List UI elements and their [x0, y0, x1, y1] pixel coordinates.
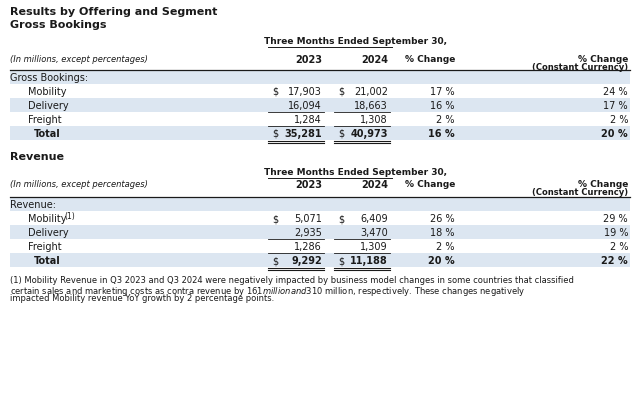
Text: 3,470: 3,470: [360, 228, 388, 238]
Text: Three Months Ended September 30,: Three Months Ended September 30,: [264, 168, 447, 177]
Text: 20 %: 20 %: [428, 256, 455, 266]
Text: 22 %: 22 %: [602, 256, 628, 266]
Text: 2,935: 2,935: [294, 228, 322, 238]
Bar: [10, 98, 630, 112]
Text: Freight: Freight: [28, 115, 61, 125]
Text: 17 %: 17 %: [430, 87, 455, 97]
Text: 16 %: 16 %: [431, 101, 455, 111]
Bar: [10, 70, 630, 84]
Text: 9,292: 9,292: [291, 256, 322, 266]
Text: 18 %: 18 %: [431, 228, 455, 238]
Text: Freight: Freight: [28, 242, 61, 252]
Text: 1,284: 1,284: [294, 115, 322, 125]
Text: (Constant Currency): (Constant Currency): [532, 188, 628, 197]
Text: 16 %: 16 %: [428, 129, 455, 139]
Text: 20 %: 20 %: [602, 129, 628, 139]
Text: $: $: [338, 214, 344, 224]
Text: $: $: [338, 87, 344, 97]
Text: 35,281: 35,281: [284, 129, 322, 139]
Bar: [10, 211, 630, 225]
Bar: [10, 112, 630, 126]
Text: 1,309: 1,309: [360, 242, 388, 252]
Text: $: $: [338, 129, 344, 139]
Text: 2 %: 2 %: [609, 115, 628, 125]
Text: Results by Offering and Segment: Results by Offering and Segment: [10, 7, 218, 17]
Text: 2 %: 2 %: [436, 115, 455, 125]
Text: (In millions, except percentages): (In millions, except percentages): [10, 180, 148, 189]
Text: 2024: 2024: [361, 180, 388, 190]
Text: % Change: % Change: [404, 180, 455, 189]
Bar: [10, 126, 630, 140]
Text: (Constant Currency): (Constant Currency): [532, 63, 628, 72]
Text: 1,286: 1,286: [294, 242, 322, 252]
Text: 18,663: 18,663: [355, 101, 388, 111]
Text: 17,903: 17,903: [288, 87, 322, 97]
Text: Revenue: Revenue: [10, 152, 64, 162]
Text: (1) Mobility Revenue in Q3 2023 and Q3 2024 were negatively impacted by business: (1) Mobility Revenue in Q3 2023 and Q3 2…: [10, 276, 574, 285]
Text: $: $: [272, 214, 278, 224]
Text: % Change: % Change: [578, 55, 628, 64]
Text: 2 %: 2 %: [436, 242, 455, 252]
Text: Delivery: Delivery: [28, 101, 68, 111]
Text: 2023: 2023: [295, 55, 322, 65]
Text: 29 %: 29 %: [604, 214, 628, 224]
Text: 2 %: 2 %: [609, 242, 628, 252]
Text: certain sales and marketing costs as contra revenue by $161 million and $310 mil: certain sales and marketing costs as con…: [10, 285, 525, 298]
Text: 5,071: 5,071: [294, 214, 322, 224]
Text: 17 %: 17 %: [604, 101, 628, 111]
Text: 11,188: 11,188: [350, 256, 388, 266]
Text: 24 %: 24 %: [604, 87, 628, 97]
Text: 2023: 2023: [295, 180, 322, 190]
Text: % Change: % Change: [578, 180, 628, 189]
Text: Gross Bookings: Gross Bookings: [10, 20, 106, 30]
Text: $: $: [272, 256, 278, 266]
Text: Gross Bookings:: Gross Bookings:: [10, 73, 88, 83]
Text: Delivery: Delivery: [28, 228, 68, 238]
Text: $: $: [272, 129, 278, 139]
Text: 1,308: 1,308: [360, 115, 388, 125]
Text: Three Months Ended September 30,: Three Months Ended September 30,: [264, 37, 447, 46]
Text: 2024: 2024: [361, 55, 388, 65]
Text: Total: Total: [34, 129, 61, 139]
Text: (In millions, except percentages): (In millions, except percentages): [10, 55, 148, 64]
Text: Revenue:: Revenue:: [10, 200, 56, 210]
Bar: [10, 239, 630, 253]
Text: Total: Total: [34, 256, 61, 266]
Text: Mobility: Mobility: [28, 214, 67, 224]
Text: % Change: % Change: [404, 55, 455, 64]
Text: 40,973: 40,973: [351, 129, 388, 139]
Text: impacted Mobility revenue YoY growth by 2 percentage points.: impacted Mobility revenue YoY growth by …: [10, 294, 275, 303]
Bar: [10, 197, 630, 211]
Text: 6,409: 6,409: [360, 214, 388, 224]
Text: $: $: [272, 87, 278, 97]
Text: (1): (1): [64, 212, 75, 221]
Text: Mobility: Mobility: [28, 87, 67, 97]
Bar: [10, 84, 630, 98]
Text: 16,094: 16,094: [288, 101, 322, 111]
Bar: [10, 253, 630, 267]
Text: 21,002: 21,002: [354, 87, 388, 97]
Text: 26 %: 26 %: [430, 214, 455, 224]
Text: $: $: [338, 256, 344, 266]
Bar: [10, 225, 630, 239]
Text: 19 %: 19 %: [604, 228, 628, 238]
